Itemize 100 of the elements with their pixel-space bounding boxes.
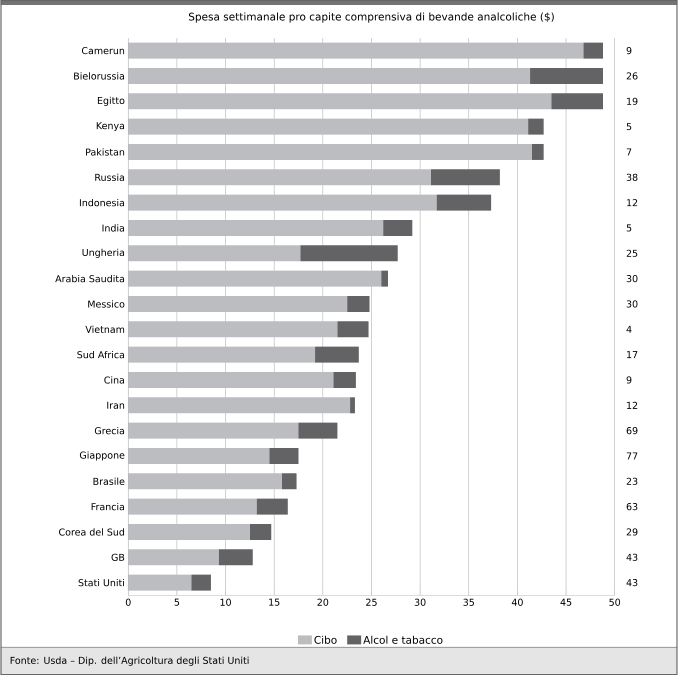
text: 12 — [627, 402, 638, 409]
x-tick-label: 0 — [126, 598, 131, 606]
y-tick-label: Messico — [88, 300, 124, 308]
bar — [128, 68, 530, 84]
chart-title: Spesa settimanale pro capite comprensiva di bevande analcoliche ($) — [188, 12, 554, 23]
bar — [350, 397, 355, 414]
text: 69 — [626, 426, 638, 434]
y-tick-label: Sud Africa — [77, 350, 124, 358]
y-tick-label: Pakistan — [86, 148, 124, 156]
bar — [191, 574, 211, 591]
source-note: Fonte: Usda – Dip. dell’Agricoltura degli Stati Uniti — [10, 656, 249, 666]
text: 9 — [626, 376, 632, 384]
bar — [530, 68, 603, 84]
bar — [128, 372, 334, 388]
text: 17 — [627, 351, 638, 358]
legend-label: Cibo — [314, 636, 337, 644]
x-tick-label: 35 — [463, 598, 474, 606]
y-tick-label: Giappone — [80, 451, 124, 460]
y-tick-label: Egitto — [98, 96, 124, 106]
text: 9 — [626, 46, 632, 54]
bar — [128, 169, 431, 186]
x-tick-label: 30 — [414, 598, 426, 606]
y-tick-label: Indonesia — [80, 198, 124, 206]
bar — [128, 498, 257, 515]
text: 38 — [626, 174, 638, 181]
legend-label: Alcol e tabacco — [363, 636, 442, 644]
bar — [256, 498, 288, 515]
bar — [128, 194, 437, 211]
text: 26 — [626, 72, 638, 80]
bar — [128, 524, 250, 540]
text: 63 — [626, 502, 638, 510]
bar — [436, 194, 492, 211]
y-tick-label: Grecia — [94, 426, 124, 434]
bar — [128, 574, 192, 591]
bar — [383, 220, 412, 236]
y-tick-label: GB — [112, 554, 124, 561]
y-tick-label: Corea del Sud — [59, 528, 124, 536]
bar — [381, 270, 388, 287]
text: 29 — [626, 528, 638, 536]
x-tick-label: 10 — [220, 598, 231, 606]
bar — [128, 42, 584, 59]
x-tick-label: 20 — [317, 598, 328, 606]
bar — [128, 473, 282, 490]
bar — [250, 524, 272, 540]
text: 25 — [626, 250, 638, 257]
bar — [128, 220, 384, 236]
bar — [298, 422, 338, 439]
bar — [128, 118, 528, 135]
bar — [430, 169, 500, 186]
y-tick-label: Brasile — [94, 478, 124, 485]
y-tick-label: Stati Uniti — [78, 578, 124, 586]
text: 19 — [627, 98, 638, 105]
x-tick-label: 25 — [366, 598, 377, 606]
y-tick-label: Bielorussia — [74, 72, 124, 80]
y-tick-label: Vietnam — [85, 326, 124, 333]
y-tick-label: Cina — [104, 376, 124, 384]
bar — [128, 296, 348, 312]
x-tick-label: 40 — [512, 598, 523, 606]
bar — [282, 473, 297, 490]
text: 23 — [626, 478, 638, 485]
bar — [218, 549, 253, 566]
bar — [528, 118, 544, 135]
y-tick-label: Ungheria — [82, 248, 124, 258]
bar — [551, 93, 603, 110]
y-tick-label: Iran — [107, 402, 124, 409]
bar — [334, 372, 356, 388]
bar — [128, 93, 552, 110]
text: 43 — [626, 578, 638, 586]
bar — [347, 296, 370, 312]
bar — [128, 549, 219, 566]
bar — [269, 448, 298, 464]
bar — [128, 321, 338, 338]
bar — [300, 245, 398, 262]
x-tick-label: 5 — [174, 598, 180, 606]
y-tick-label: Francia — [92, 502, 124, 510]
text: 5 — [626, 224, 632, 232]
bar — [315, 346, 359, 363]
bar — [128, 422, 298, 439]
text: 30 — [626, 300, 638, 308]
bar — [532, 144, 544, 160]
text: 77 — [626, 452, 638, 460]
y-tick-label: India — [102, 224, 124, 232]
x-tick-label: 45 — [560, 598, 572, 606]
y-tick-label: Russia — [95, 174, 124, 181]
text: 12 — [627, 199, 638, 206]
y-tick-label: Arabia Saudita — [55, 274, 124, 282]
bar — [584, 42, 603, 59]
text: 7 — [626, 148, 632, 156]
text: 30 — [626, 274, 638, 282]
text: 43 — [626, 554, 638, 561]
bar — [337, 321, 369, 338]
y-tick-label: Kenya — [96, 122, 124, 131]
bar — [128, 245, 300, 262]
bar — [128, 448, 270, 464]
x-tick-label: 15 — [269, 598, 280, 606]
x-tick-label: 50 — [609, 598, 620, 606]
bar — [128, 270, 382, 287]
bar — [128, 144, 532, 160]
bar — [128, 397, 350, 414]
y-tick-label: Camerun — [82, 46, 124, 54]
